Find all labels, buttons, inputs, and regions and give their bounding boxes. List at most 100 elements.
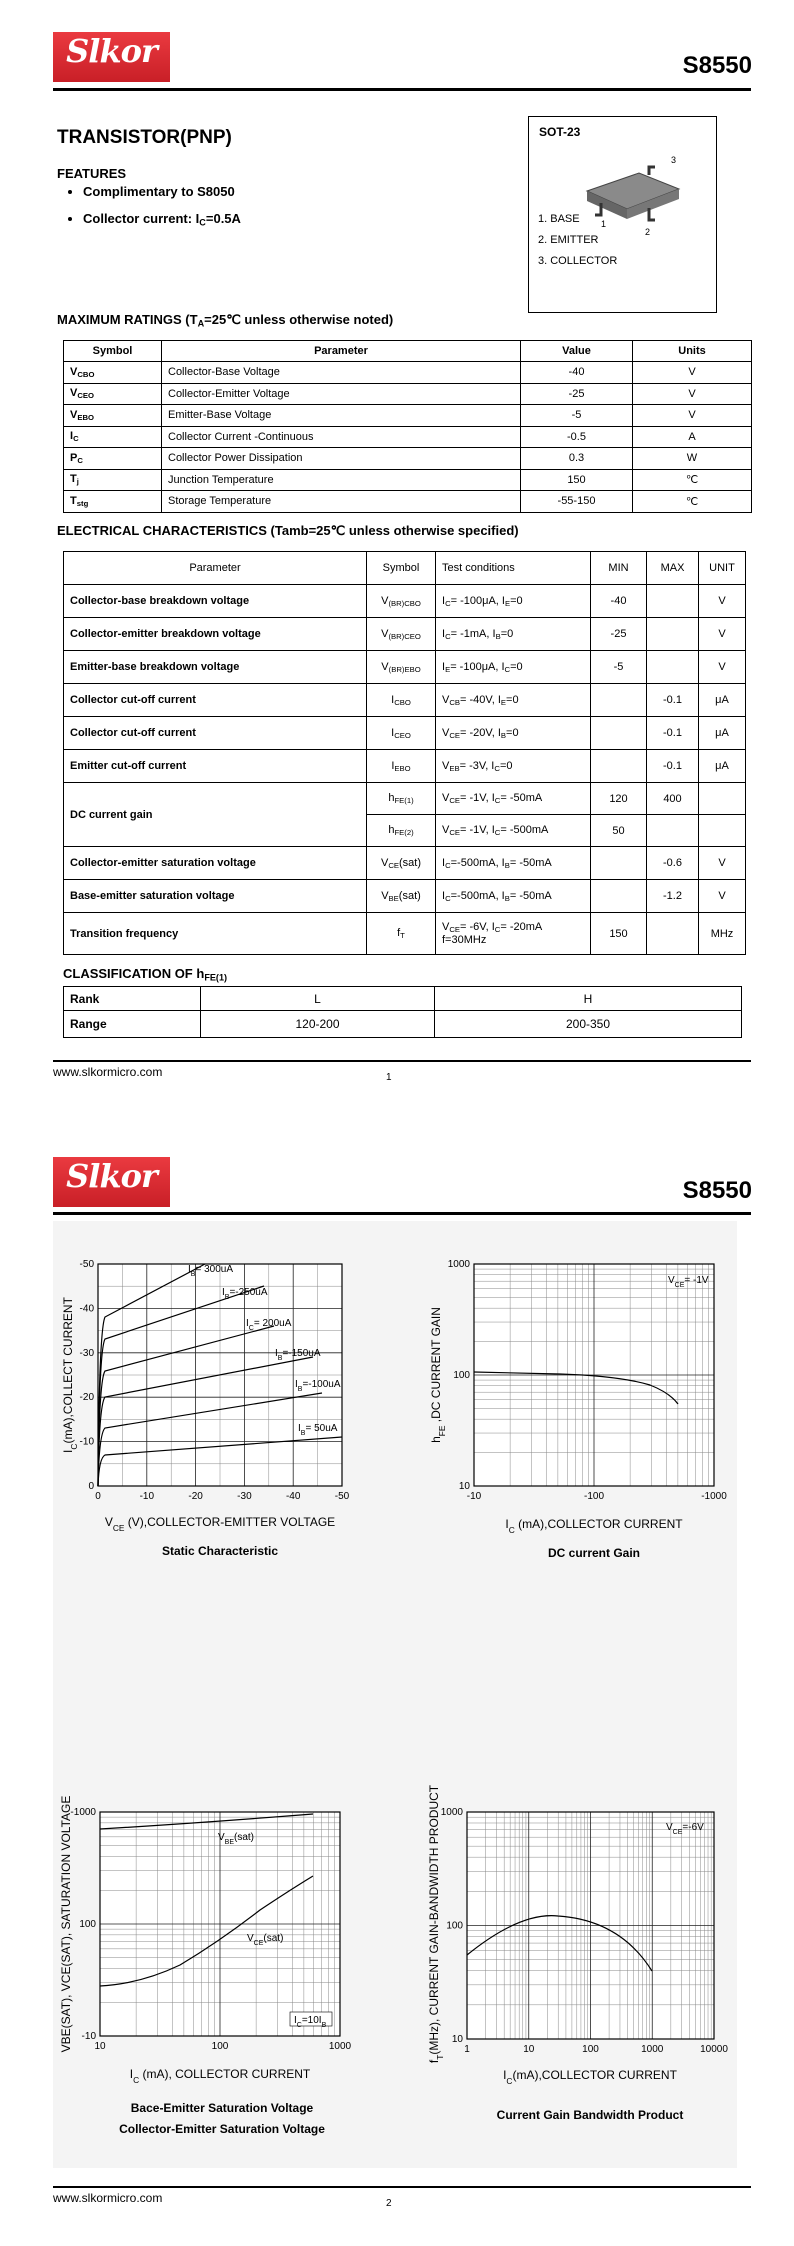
- text-run: A: [688, 430, 696, 443]
- text-run: -0.1: [663, 760, 682, 772]
- table-row: Tj Junction Temperature 150 ℃: [63, 468, 752, 491]
- column-header: MAX: [646, 551, 699, 585]
- subscript: stg: [76, 498, 89, 508]
- y-tick-label: -40: [80, 1303, 95, 1314]
- text-run: Collector-emitter breakdown voltage: [70, 628, 261, 640]
- table-cell: Emitter-Base Voltage: [161, 404, 521, 427]
- symbol-cell: V(BR)CBO: [366, 584, 436, 618]
- chart-caption: Static Characteristic: [162, 1544, 278, 1558]
- text-run: Collector cut-off current: [70, 727, 196, 739]
- text-run: = -6V, I: [460, 921, 495, 934]
- text-run: Symbol: [92, 345, 133, 357]
- curve: [99, 1875, 314, 1987]
- text-run: I: [295, 1379, 298, 1390]
- x-axis-label: IC (mA),COLLECTOR CURRENT: [505, 1517, 683, 1535]
- min-cell: 120: [590, 782, 647, 815]
- header-rule: [53, 1212, 751, 1215]
- table-cell: Collector Power Dissipation: [161, 447, 521, 470]
- table-cell: 150: [520, 468, 633, 491]
- conditions-cell: IE= -100μA, IC=0: [435, 650, 591, 684]
- subscript: BE: [388, 893, 399, 903]
- text-run: I: [188, 1264, 191, 1275]
- subscript: A: [197, 318, 205, 329]
- text-run: V: [718, 857, 726, 869]
- max-cell: -1.2: [646, 879, 699, 913]
- header-row: Symbol Parameter Value Units: [63, 340, 752, 362]
- text-run: I: [391, 726, 395, 739]
- symbol-cell: VCE(sat): [366, 846, 436, 880]
- text-run: = -50mA: [509, 856, 552, 869]
- min-cell: -25: [590, 617, 647, 651]
- subscript: B: [278, 1355, 283, 1362]
- table-row: Emitter cut-off current IEBO VEB= -3V, IC=…: [63, 749, 746, 783]
- text-run: -5: [613, 661, 624, 673]
- text-run: 120: [609, 792, 628, 805]
- table-cell: V: [632, 404, 752, 427]
- subscript: C: [506, 2076, 512, 2086]
- subscript: C: [445, 598, 451, 608]
- max-cell: 400: [646, 782, 699, 815]
- text-run: (sat): [399, 856, 422, 869]
- subscript: CBO: [77, 369, 95, 379]
- parameter-cell: Collector-emitter breakdown voltage: [63, 617, 367, 651]
- subscript: B: [495, 631, 501, 641]
- condition-line: VCE= -20V, IB=0: [442, 727, 584, 740]
- min-cell: 50: [590, 814, 647, 847]
- text-run: = -100μA, I: [450, 660, 505, 673]
- text-run: f: [397, 927, 401, 940]
- table-cell: VCBO: [63, 361, 162, 384]
- text-run: =-500mA, I: [450, 856, 505, 869]
- text-run: V: [718, 890, 726, 902]
- unit-cell: [698, 782, 746, 815]
- text-run: = -1V, I: [460, 824, 495, 837]
- max-cell: -0.1: [646, 749, 699, 783]
- table-cell: Junction Temperature: [161, 468, 521, 491]
- unit-cell: V: [698, 879, 746, 913]
- table-cell: Collector-Base Voltage: [161, 361, 521, 384]
- text-run: = -50mA: [509, 889, 552, 902]
- table-cell: V: [632, 382, 752, 405]
- conditions-cell: VCE= -1V, IC= -500mA: [435, 814, 591, 847]
- text-run: Emitter cut-off current: [70, 760, 187, 772]
- text-run: Emitter-Base Voltage: [168, 409, 272, 422]
- text-run: -25: [610, 628, 627, 640]
- unit-cell: V: [698, 617, 746, 651]
- text-run: I: [294, 2015, 297, 2026]
- max-cell: -0.1: [646, 683, 699, 717]
- subscript: (BR)CEO: [388, 631, 421, 641]
- pin: 3. COLLECTOR: [538, 255, 618, 267]
- min-cell: -5: [590, 650, 647, 684]
- subscript: C: [445, 893, 451, 903]
- symbol-cell: ICBO: [366, 683, 436, 717]
- text-run: Collector cut-off current: [70, 694, 196, 706]
- table-cell: IC: [63, 425, 162, 448]
- table-row: Collector cut-off current ICEO VCE= -20V, …: [63, 716, 746, 750]
- y-axis-label: fT(MHz), CURRENT GAIN-BANDWIDTH PRODUCT: [427, 1784, 445, 2063]
- min-cell: [590, 846, 647, 880]
- text-run: (MHz), CURRENT GAIN-BANDWIDTH PRODUCT: [427, 1784, 441, 2054]
- package-side: [627, 189, 679, 219]
- subscript: C: [509, 1525, 515, 1535]
- table-cell: Rank: [63, 986, 201, 1011]
- text-run: V: [70, 365, 78, 378]
- text-run: =-6V: [682, 1822, 704, 1833]
- plot-frame: [466, 1811, 715, 2040]
- text-run: ,DC CURRENT GAIN: [429, 1307, 443, 1425]
- condition-line: f=30MHz: [442, 934, 584, 946]
- subscript: B: [225, 1294, 230, 1301]
- curve-label: IC=10IB: [294, 2015, 327, 2029]
- subscript: FE(2): [394, 827, 414, 837]
- text-run: I: [246, 1318, 249, 1329]
- subscript: CE: [449, 924, 461, 934]
- text-run: V: [718, 661, 726, 673]
- lead-number: 3: [671, 155, 676, 165]
- subscript: CEO: [394, 730, 411, 740]
- condition-line: IC=-500mA, IB= -50mA: [442, 857, 584, 870]
- text-run: V: [70, 387, 78, 400]
- lead-number: 2: [645, 227, 650, 237]
- text-run: Value: [562, 345, 591, 357]
- y-tick-label: 10: [459, 1481, 471, 1492]
- curve-label: IB= 300uA: [188, 1264, 233, 1278]
- table-cell: A: [632, 425, 752, 448]
- text-run: V: [688, 366, 696, 379]
